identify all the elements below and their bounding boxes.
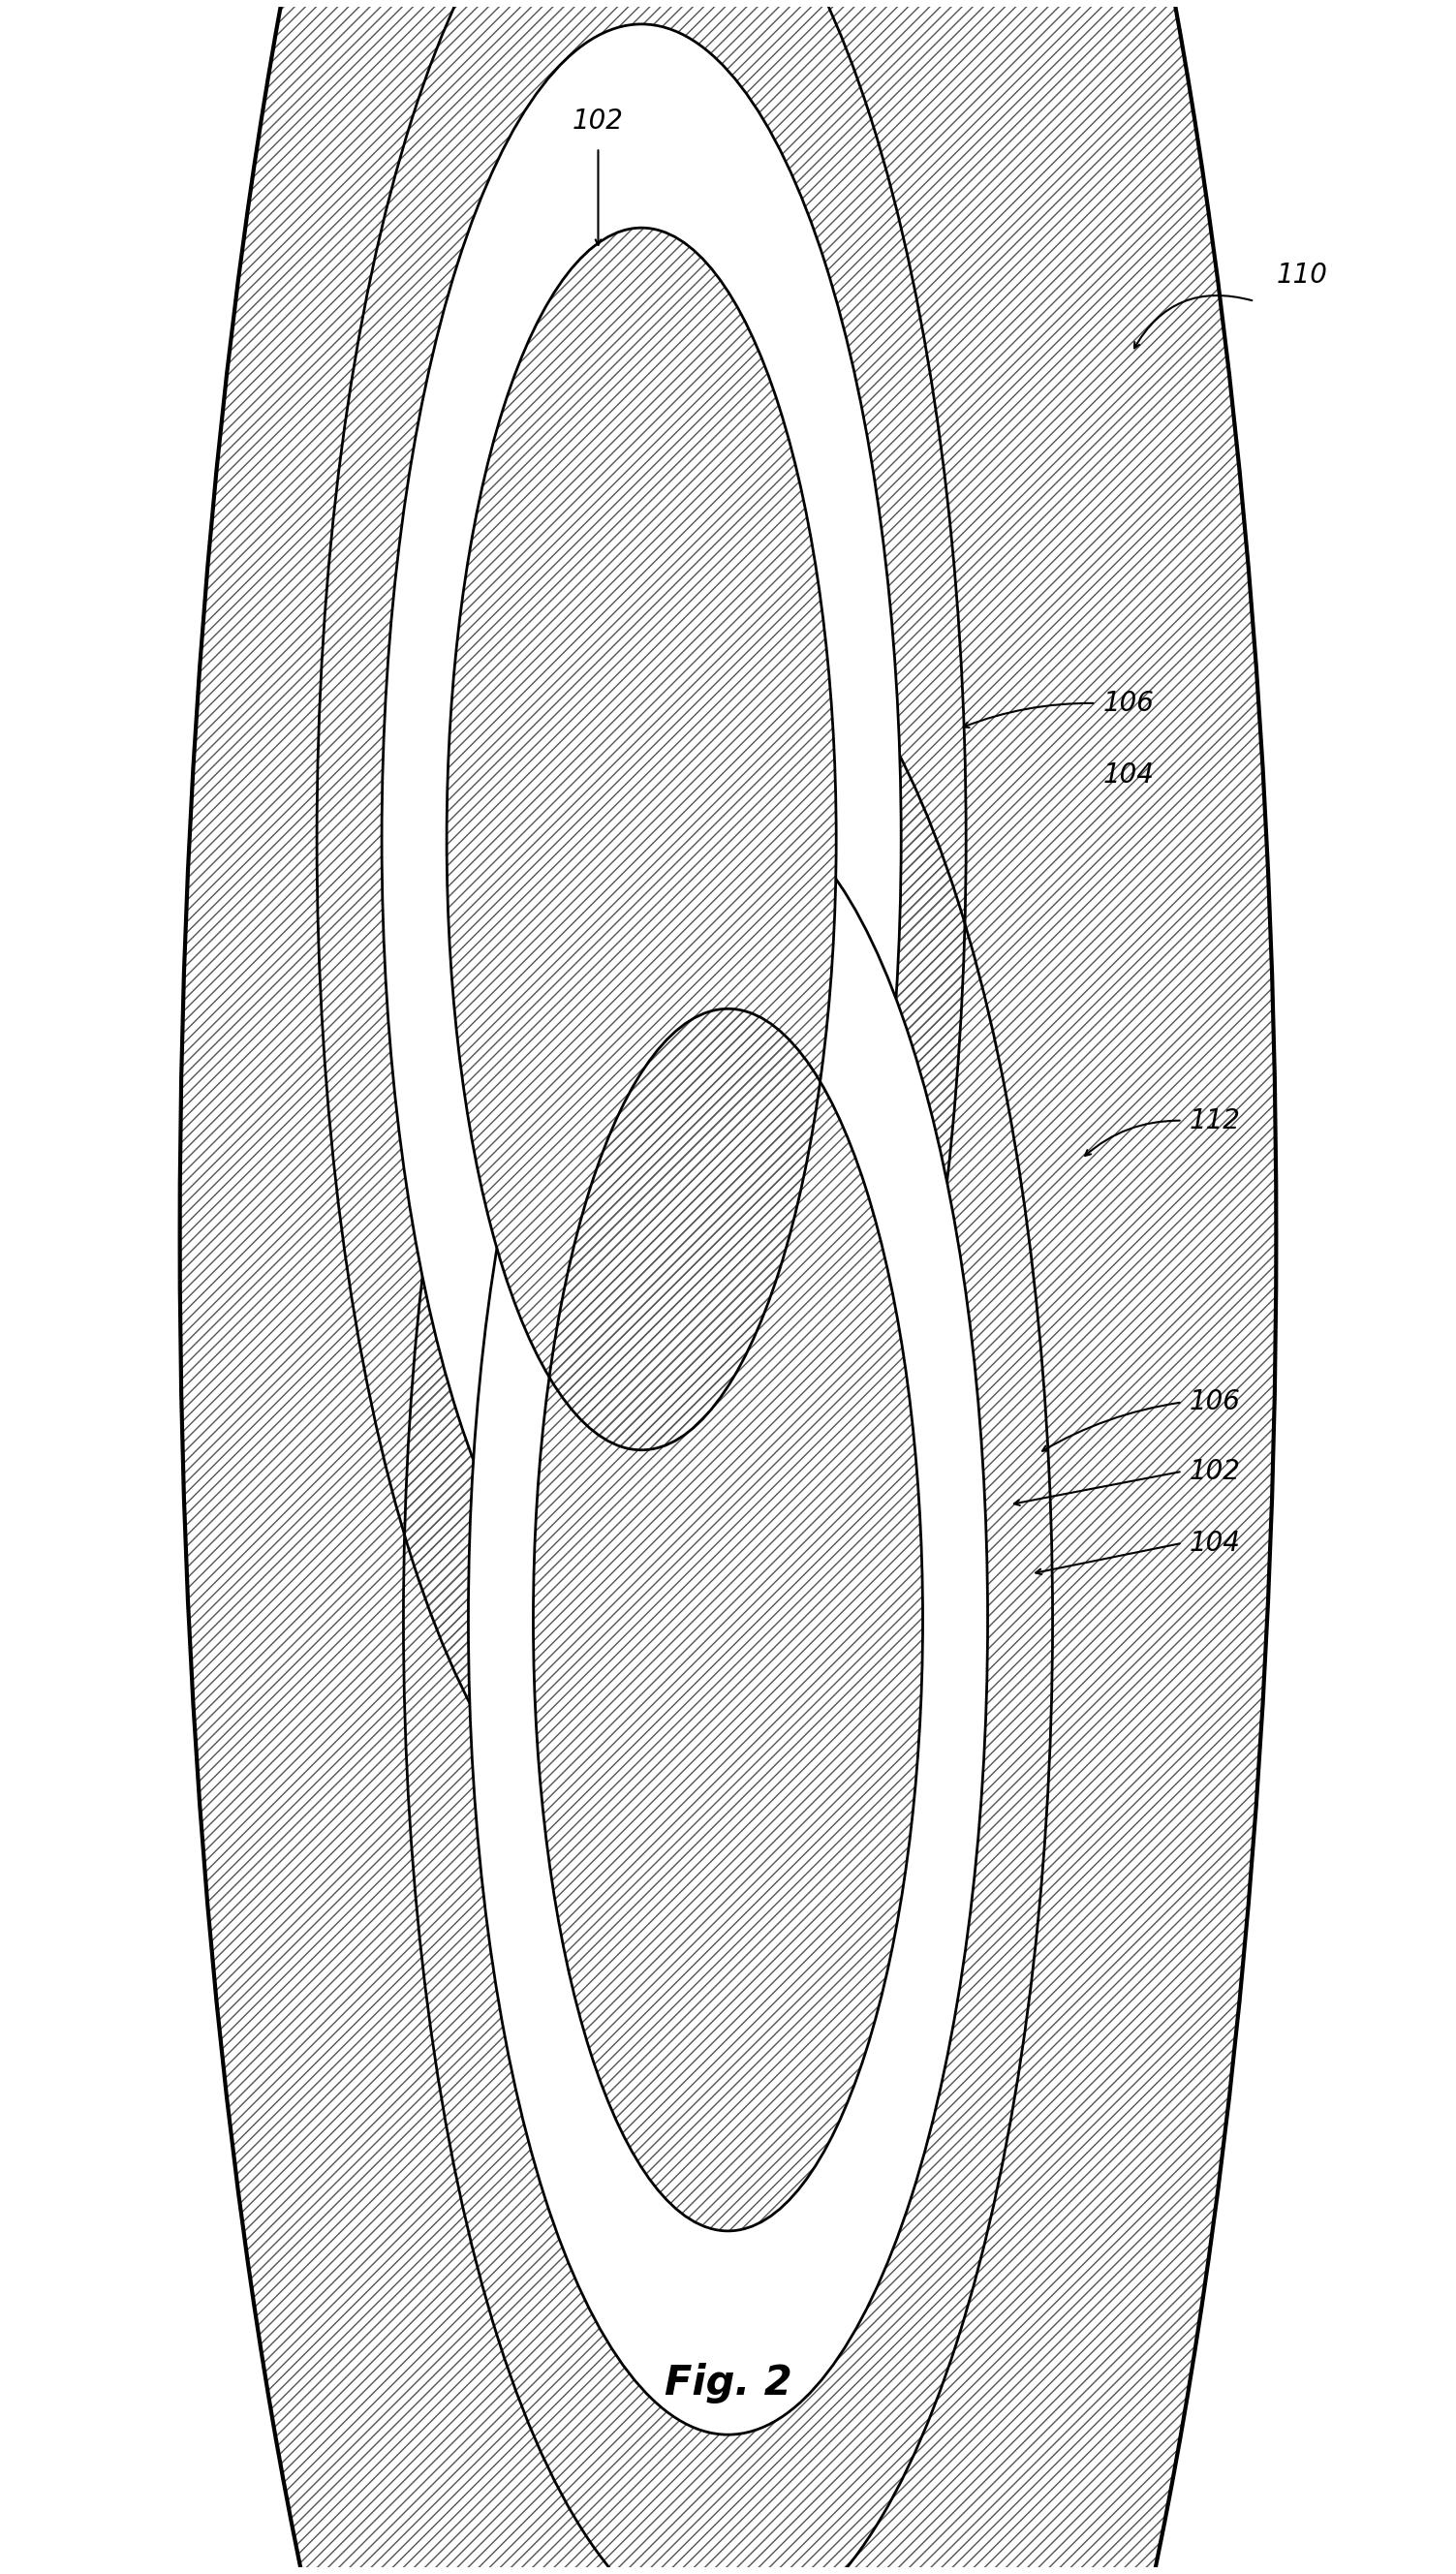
Text: 106: 106 (1190, 1387, 1241, 1416)
Text: 102: 102 (1190, 1457, 1241, 1485)
Ellipse shape (181, 0, 1275, 2574)
Text: 102: 102 (572, 108, 623, 134)
Ellipse shape (469, 806, 987, 2435)
Ellipse shape (447, 229, 836, 1449)
Text: 106: 106 (1104, 690, 1155, 716)
Ellipse shape (317, 0, 965, 1858)
Text: 112: 112 (1190, 1107, 1241, 1135)
Text: 110: 110 (1275, 263, 1328, 288)
Ellipse shape (533, 1009, 923, 2232)
Ellipse shape (403, 602, 1053, 2574)
Text: 104: 104 (1104, 762, 1155, 788)
Text: 104: 104 (1190, 1529, 1241, 1557)
Ellipse shape (381, 23, 901, 1653)
Text: Fig. 2: Fig. 2 (664, 2363, 792, 2404)
